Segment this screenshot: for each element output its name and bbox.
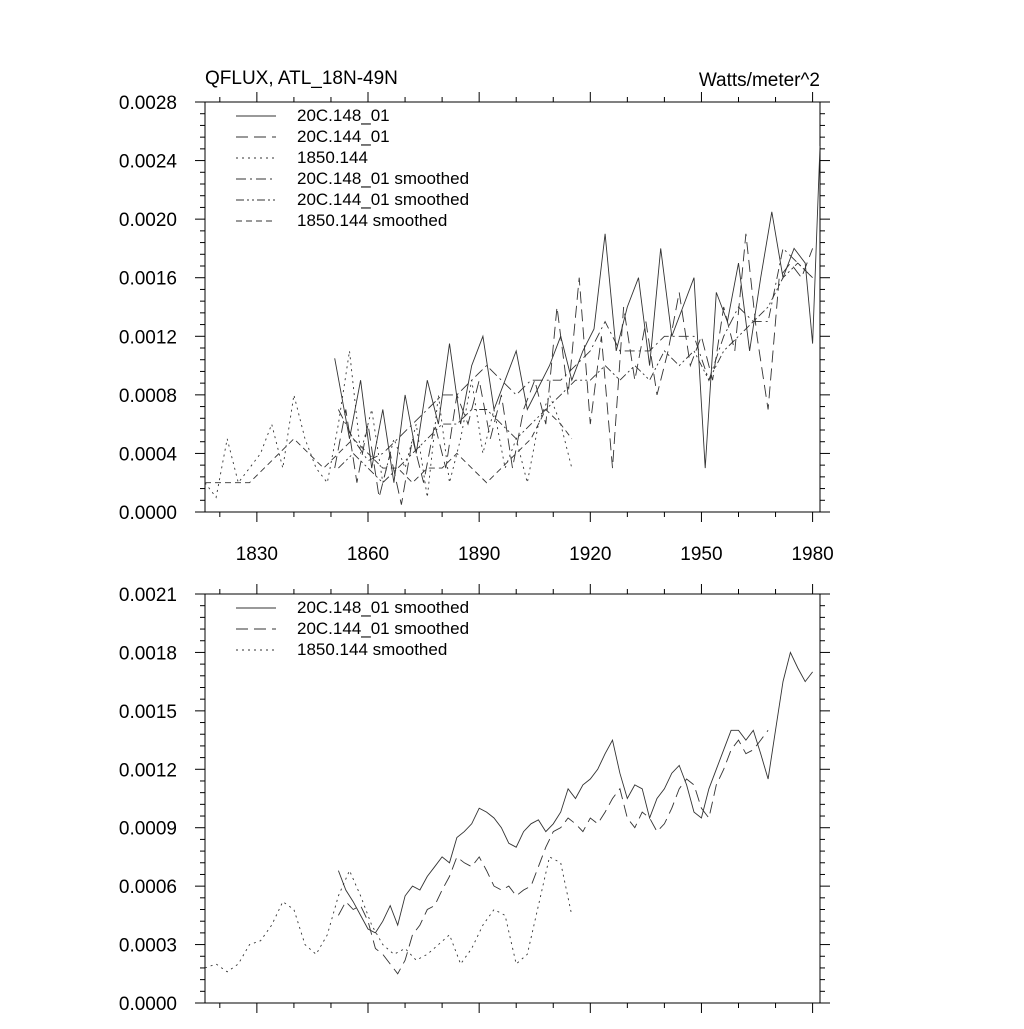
x-tick-label: 1980: [791, 544, 833, 565]
y-tick-label: 0.0009: [119, 819, 177, 840]
legend-label-3: 1850.144 smoothed: [297, 640, 447, 659]
series-line-3: [205, 856, 573, 973]
series-line-2: [334, 233, 814, 505]
x-tick-label: 1890: [458, 544, 500, 565]
legend-label-2: 20C.144_01: [297, 127, 390, 146]
legend-label-4: 20C.148_01 smoothed: [297, 169, 469, 188]
series-line-1: [334, 145, 820, 483]
legend-label-6: 1850.144 smoothed: [297, 211, 447, 230]
y-tick-label: 0.0028: [119, 93, 177, 114]
units-label: Watts/meter^2: [699, 70, 820, 91]
y-tick-label: 0.0004: [119, 444, 178, 465]
x-tick-label: 1920: [569, 544, 611, 565]
y-tick-label: 0.0020: [119, 210, 177, 231]
legend-label-3: 1850.144: [297, 148, 368, 167]
x-tick-label: 1860: [347, 544, 389, 565]
legend-label-1: 20C.148_01 smoothed: [297, 598, 469, 617]
y-tick-label: 0.0003: [119, 936, 177, 957]
x-tick-label: 1950: [680, 544, 722, 565]
legend-label-5: 20C.144_01 smoothed: [297, 190, 469, 209]
legend-label-1: 20C.148_01: [297, 106, 390, 125]
bottom-panel: 0.0000 0.0003 0.0006 0.0009 0.0012 0.0015 0.00…: [119, 584, 830, 1015]
y-tick-label: 0.0012: [119, 760, 177, 781]
series-line-4: [337, 247, 813, 462]
legend-label-2: 20C.144_01 smoothed: [297, 619, 469, 638]
y-tick-label: 0.0012: [119, 327, 177, 348]
chart-title: QFLUX, ATL_18N-49N: [205, 68, 398, 89]
series-line-3: [205, 350, 573, 499]
y-tick-label: 0.0015: [119, 702, 177, 723]
y-tick-label: 0.0008: [119, 386, 177, 407]
y-tick-label: 0.0018: [119, 643, 177, 664]
plot-frame: [204, 593, 821, 1004]
top-panel: QFLUX, ATL_18N-49N Watts/meter^2 1830 186…: [119, 68, 834, 565]
y-tick-label: 0.0016: [119, 269, 177, 290]
series-line-5: [338, 262, 813, 484]
series-line-1: [337, 651, 813, 934]
y-tick-label: 0.0024: [119, 152, 178, 173]
series-line-2: [338, 730, 769, 975]
y-tick-label: 0.0021: [119, 585, 177, 606]
y-tick-label: 0.0006: [119, 877, 177, 898]
y-tick-label: 0.0000: [119, 994, 177, 1015]
x-tick-label: 1830: [236, 544, 278, 565]
y-tick-label: 0.0000: [119, 503, 177, 524]
plot-frame: [204, 101, 821, 513]
series-line-6: [205, 408, 573, 484]
